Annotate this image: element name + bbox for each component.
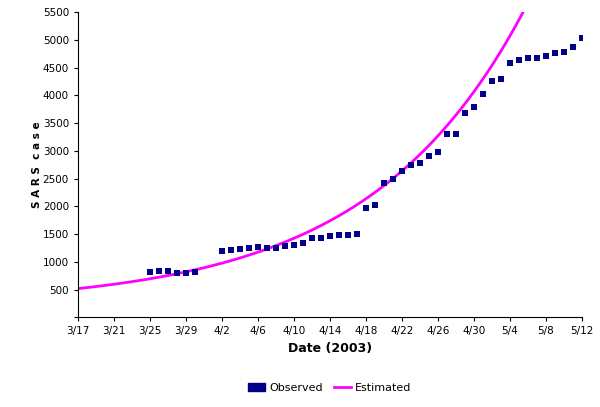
- Point: [181, 270, 191, 276]
- Point: [343, 232, 353, 238]
- Point: [559, 49, 569, 55]
- Point: [325, 233, 335, 240]
- Point: [487, 78, 497, 84]
- Point: [496, 76, 506, 83]
- Point: [316, 234, 326, 241]
- Point: [226, 247, 236, 253]
- Point: [352, 231, 362, 237]
- Point: [190, 269, 200, 275]
- Point: [379, 179, 389, 186]
- Point: [145, 269, 155, 275]
- X-axis label: Date (2003): Date (2003): [288, 342, 372, 355]
- Point: [262, 244, 272, 251]
- Point: [235, 246, 245, 252]
- Point: [550, 50, 560, 57]
- Point: [523, 55, 533, 61]
- Point: [253, 244, 263, 250]
- Point: [388, 175, 398, 182]
- Point: [163, 268, 173, 275]
- Point: [433, 149, 443, 155]
- Point: [361, 205, 371, 211]
- Point: [370, 202, 380, 209]
- Point: [244, 245, 254, 252]
- Point: [280, 243, 290, 249]
- Point: [298, 239, 308, 246]
- Point: [397, 168, 407, 174]
- Point: [271, 244, 281, 251]
- Point: [217, 247, 227, 254]
- Point: [577, 35, 587, 42]
- Point: [424, 153, 434, 159]
- Point: [505, 60, 515, 66]
- Point: [154, 268, 164, 275]
- Point: [289, 242, 299, 249]
- Point: [172, 270, 182, 276]
- Point: [334, 232, 344, 239]
- Point: [451, 131, 461, 137]
- Point: [532, 55, 542, 61]
- Point: [469, 103, 479, 110]
- Point: [307, 235, 317, 241]
- Point: [406, 162, 416, 168]
- Point: [415, 160, 425, 166]
- Legend: Observed, Estimated: Observed, Estimated: [244, 379, 416, 397]
- Point: [541, 52, 551, 59]
- Point: [478, 91, 488, 98]
- Point: [460, 110, 470, 116]
- Point: [568, 44, 578, 50]
- Point: [514, 57, 524, 63]
- Point: [442, 131, 452, 138]
- Y-axis label: S A R S  c a s e: S A R S c a s e: [32, 122, 42, 208]
